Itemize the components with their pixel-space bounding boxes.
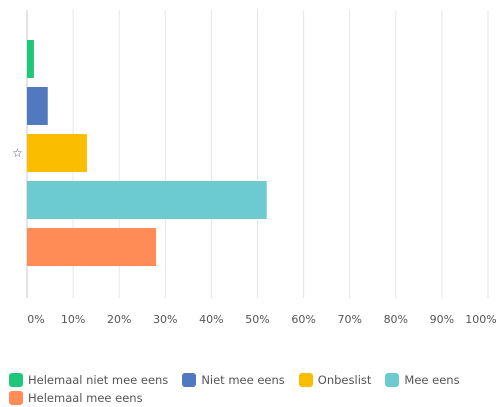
bar[interactable]: [27, 134, 87, 172]
x-tick-label: 20%: [107, 313, 131, 326]
legend-swatch: [9, 391, 23, 405]
legend: Helemaal niet mee eens Niet mee eens Onbes…: [9, 372, 489, 405]
legend-label: Onbeslist: [318, 373, 372, 387]
x-tick-labels: 0% 10% 20% 30% 40% 50% 60% 70% 80% 90% 100%: [27, 313, 496, 326]
legend-label: Helemaal niet mee eens: [28, 373, 168, 387]
legend-swatch: [299, 373, 313, 387]
x-tick-label: 90%: [430, 313, 454, 326]
legend-swatch: [182, 373, 196, 387]
x-tick-label: 30%: [153, 313, 177, 326]
legend-swatch: [385, 373, 399, 387]
legend-item[interactable]: Onbeslist: [299, 372, 372, 387]
x-tick-label: 60%: [291, 313, 315, 326]
x-tick-label: 80%: [384, 313, 408, 326]
bar[interactable]: [27, 40, 34, 78]
legend-swatch: [9, 373, 23, 387]
legend-label: Helemaal mee eens: [28, 391, 143, 405]
star-icon[interactable]: ☆: [12, 146, 23, 160]
legend-item[interactable]: Helemaal niet mee eens: [9, 372, 168, 387]
legend-item[interactable]: Helemaal mee eens: [9, 390, 143, 405]
x-tick-label: 50%: [245, 313, 269, 326]
x-tick-label: 10%: [61, 313, 85, 326]
x-tick-label: 0%: [27, 313, 44, 326]
x-tick-label: 40%: [199, 313, 223, 326]
x-tick-label: 70%: [337, 313, 361, 326]
legend-label: Mee eens: [404, 373, 459, 387]
bars: [27, 40, 267, 266]
legend-label: Niet mee eens: [201, 373, 284, 387]
bar[interactable]: [27, 181, 267, 219]
legend-item[interactable]: Mee eens: [385, 372, 459, 387]
legend-item[interactable]: Niet mee eens: [182, 372, 284, 387]
x-tick-label: 100%: [465, 313, 496, 326]
bar[interactable]: [27, 87, 48, 125]
bar-chart: 0% 10% 20% 30% 40% 50% 60% 70% 80% 90% 100% ☆: [0, 0, 496, 365]
bar[interactable]: [27, 228, 156, 266]
